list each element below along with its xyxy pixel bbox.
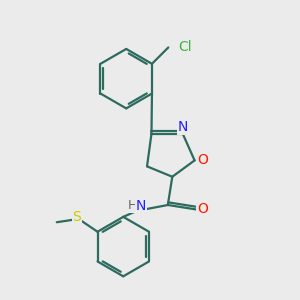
Text: N: N xyxy=(178,120,188,134)
Text: S: S xyxy=(72,211,81,224)
Text: O: O xyxy=(197,202,208,216)
Text: O: O xyxy=(197,153,208,167)
Text: Cl: Cl xyxy=(178,40,191,54)
Text: H: H xyxy=(128,199,137,212)
Text: N: N xyxy=(136,199,146,213)
